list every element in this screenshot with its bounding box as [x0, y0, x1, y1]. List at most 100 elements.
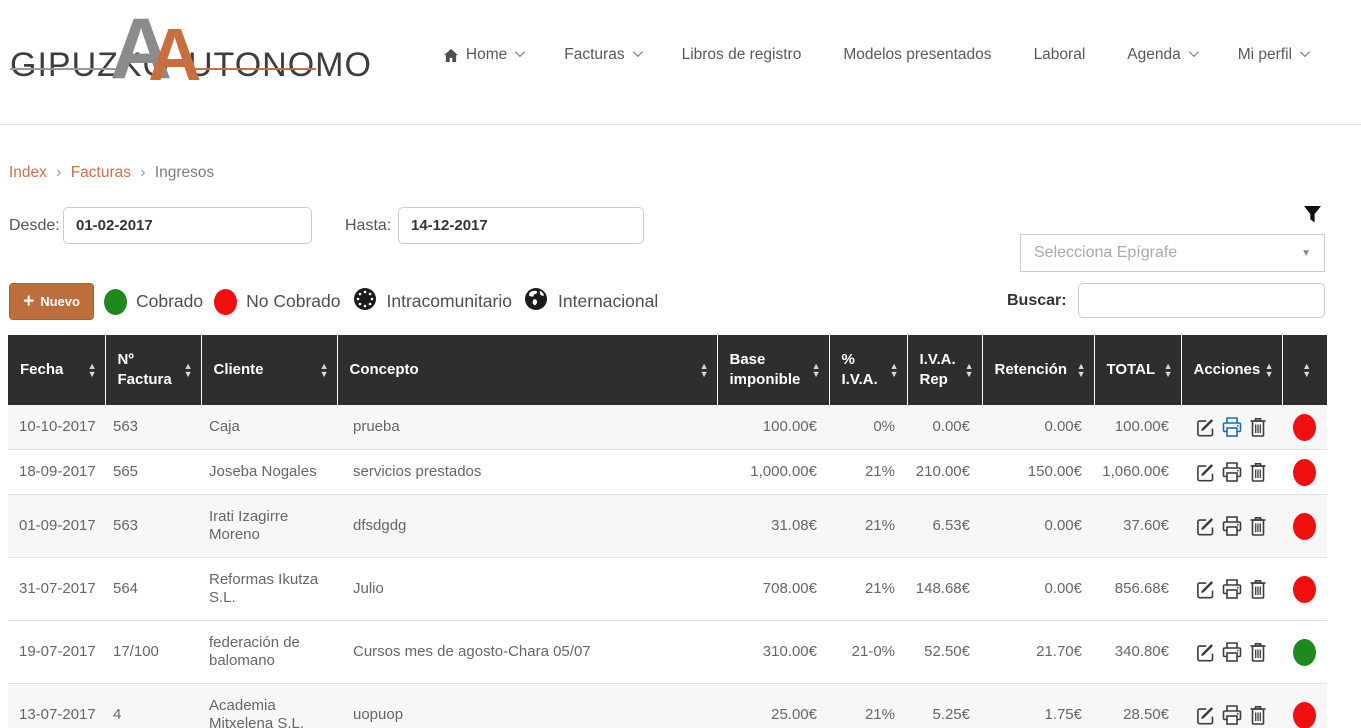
column-header-retenci-n[interactable]: Retención ▲ ▼ — [981, 335, 1094, 405]
cell-iva_pct: 21% — [864, 463, 895, 480]
nav-item-label: Facturas — [564, 46, 625, 63]
epigrafe-select-value: Selecciona Epígrafe — [1034, 244, 1178, 261]
nav-item-libros-de-registro[interactable]: Libros de registro — [682, 46, 802, 64]
sort-arrows-icon: ▲ ▼ — [964, 361, 974, 379]
column-header-concepto[interactable]: Concepto ▲ ▼ — [336, 335, 717, 405]
cell-retencion: 0.00€ — [1044, 418, 1082, 435]
to-date-label: Hasta: — [345, 217, 392, 234]
legend-item-internacional: Internacional — [523, 286, 658, 317]
red-dot-icon — [214, 288, 238, 315]
table-row: 13-07-2017 4 Academia Mitxelena S.L. uopuop… — [8, 683, 1327, 728]
edit-button[interactable] — [1194, 577, 1218, 601]
cell-fecha: 13-07-2017 — [19, 706, 96, 723]
table-row: 31-07-2017 564 Reformas Ikutza S.L. Julio 70… — [8, 557, 1327, 621]
nav-item-home[interactable]: Home — [443, 46, 526, 64]
legend-item-intracomunitario: Intracomunitario — [352, 286, 512, 317]
edit-button[interactable] — [1194, 703, 1218, 727]
delete-button[interactable] — [1246, 640, 1270, 664]
filter-funnel-icon[interactable] — [1303, 205, 1322, 224]
nav-item-agenda[interactable]: Agenda — [1127, 46, 1199, 64]
breadcrumb-link-facturas[interactable]: Facturas — [70, 164, 132, 181]
delete-button[interactable] — [1246, 514, 1270, 538]
search-input[interactable] — [1078, 283, 1325, 318]
column-header-total[interactable]: TOTAL ▲ ▼ — [1093, 335, 1181, 405]
nav-item-mi-perfil[interactable]: Mi perfil — [1237, 46, 1310, 64]
cell-concepto: dfsdgdg — [353, 517, 407, 534]
column-header-i-v-a[interactable]: % I.V.A. ▲ ▼ — [828, 335, 907, 405]
print-button[interactable] — [1220, 415, 1244, 439]
cell-status — [1282, 450, 1327, 495]
cell-status — [1282, 405, 1327, 450]
column-header-cliente[interactable]: Cliente ▲ ▼ — [200, 335, 337, 405]
app-logo[interactable]: GIPUZKO A A UTONOMO — [10, 1, 371, 114]
column-header-label: Retención — [994, 361, 1068, 378]
print-button[interactable] — [1220, 514, 1244, 538]
status-dot-green — [1293, 638, 1316, 666]
edit-button[interactable] — [1194, 460, 1218, 484]
status-dot-red — [1293, 458, 1316, 486]
edit-button[interactable] — [1194, 640, 1218, 664]
delete-button[interactable] — [1246, 703, 1270, 727]
from-date-input[interactable] — [63, 207, 312, 244]
cell-iva_pct: 21% — [864, 517, 895, 534]
cell-status — [1282, 684, 1327, 728]
cell-fecha: 31-07-2017 — [19, 580, 96, 597]
cell-cliente: Irati Izagirre Moreno — [209, 508, 289, 543]
cell-retencion: 1.75€ — [1044, 706, 1082, 723]
chevron-down-icon: ▼ — [1301, 247, 1311, 259]
status-dot-red — [1293, 413, 1316, 441]
sort-arrows-icon: ▲ ▼ — [183, 361, 193, 379]
cell-concepto: uopuop — [353, 706, 404, 723]
column-header-fecha[interactable]: Fecha ▲ ▼ — [8, 335, 105, 405]
column-header-status[interactable]: ▲ ▼ — [1281, 335, 1327, 405]
nav-item-label: Home — [465, 46, 508, 63]
edit-button[interactable] — [1194, 514, 1218, 538]
sort-arrows-icon: ▲ ▼ — [1163, 361, 1173, 379]
from-date-label: Desde: — [9, 217, 60, 234]
column-header-label: Acciones — [1193, 361, 1261, 378]
column-header-acciones[interactable]: Acciones ▲ ▼ — [1180, 335, 1282, 405]
to-date-input[interactable] — [398, 207, 644, 244]
print-button[interactable] — [1220, 703, 1244, 727]
logo-letter-a-orange: A — [148, 13, 202, 96]
breadcrumb-link-index[interactable]: Index — [9, 164, 47, 181]
delete-button[interactable] — [1246, 577, 1270, 601]
home-icon — [443, 48, 459, 63]
eu-circle-icon — [352, 286, 378, 317]
cell-cliente: Reformas Ikutza S.L. — [209, 571, 319, 606]
cell-retencion: 150.00€ — [1027, 463, 1082, 480]
nav-item-facturas[interactable]: Facturas — [564, 46, 643, 64]
cell-base: 100.00€ — [762, 418, 817, 435]
nav-item-laboral[interactable]: Laboral — [1034, 46, 1086, 64]
site-header: GIPUZKO A A UTONOMO Home Facturas Libros d… — [0, 0, 1361, 125]
delete-button[interactable] — [1246, 460, 1270, 484]
nav-item-modelos-presentados[interactable]: Modelos presentados — [843, 46, 991, 64]
new-invoice-button[interactable]: + Nuevo — [9, 283, 94, 320]
print-button[interactable] — [1220, 640, 1244, 664]
delete-button[interactable] — [1246, 415, 1270, 439]
table-row: 19-07-2017 17/100 federación de balomano Cu… — [8, 620, 1327, 684]
print-button[interactable] — [1220, 577, 1244, 601]
nav-item-label: Libros de registro — [681, 46, 802, 63]
print-button[interactable] — [1220, 460, 1244, 484]
invoices-table-wrap: Fecha ▲ ▼ Nº Factura ▲ ▼ Cliente ▲ ▼ Concepto ▲ ▼ Ba… — [8, 335, 1327, 728]
column-header-label: I.V.A. Rep — [919, 351, 956, 388]
cell-actions — [1181, 558, 1282, 621]
column-header-n-factura[interactable]: Nº Factura ▲ ▼ — [104, 335, 201, 405]
cell-actions — [1181, 621, 1282, 684]
column-header-i-v-a-rep[interactable]: I.V.A. Rep ▲ ▼ — [906, 335, 982, 405]
edit-button[interactable] — [1194, 415, 1218, 439]
epigrafe-select[interactable]: Selecciona Epígrafe ▼ — [1020, 234, 1325, 272]
logo-letter-a-gray: A — [110, 1, 173, 97]
nav-item-label: Mi perfil — [1237, 46, 1292, 63]
column-header-base-imponible[interactable]: Base imponible ▲ ▼ — [716, 335, 829, 405]
legend-item-cobrado: Cobrado — [104, 288, 203, 315]
cell-fecha: 01-09-2017 — [19, 517, 96, 534]
cell-retencion: 0.00€ — [1044, 580, 1082, 597]
cell-concepto: prueba — [353, 418, 400, 435]
plus-icon: + — [23, 291, 35, 312]
cell-iva_pct: 21% — [864, 706, 895, 723]
legend-item-no-cobrado: No Cobrado — [214, 288, 341, 315]
sort-arrows-icon: ▲ ▼ — [1076, 361, 1086, 379]
cell-iva_pct: 21% — [864, 580, 895, 597]
